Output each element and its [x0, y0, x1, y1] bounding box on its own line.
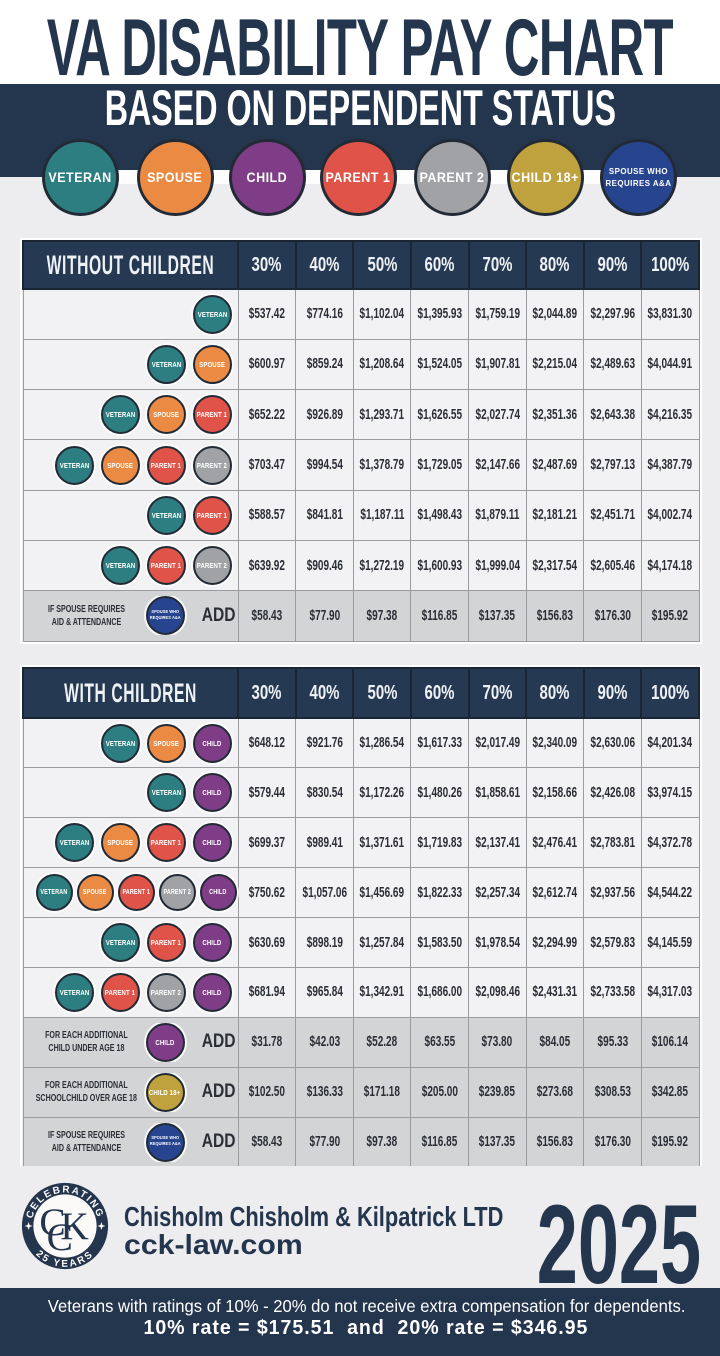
svg-text:C: C [39, 1200, 65, 1244]
svg-text:C: C [47, 1215, 73, 1259]
svg-text:K: K [60, 1204, 89, 1248]
